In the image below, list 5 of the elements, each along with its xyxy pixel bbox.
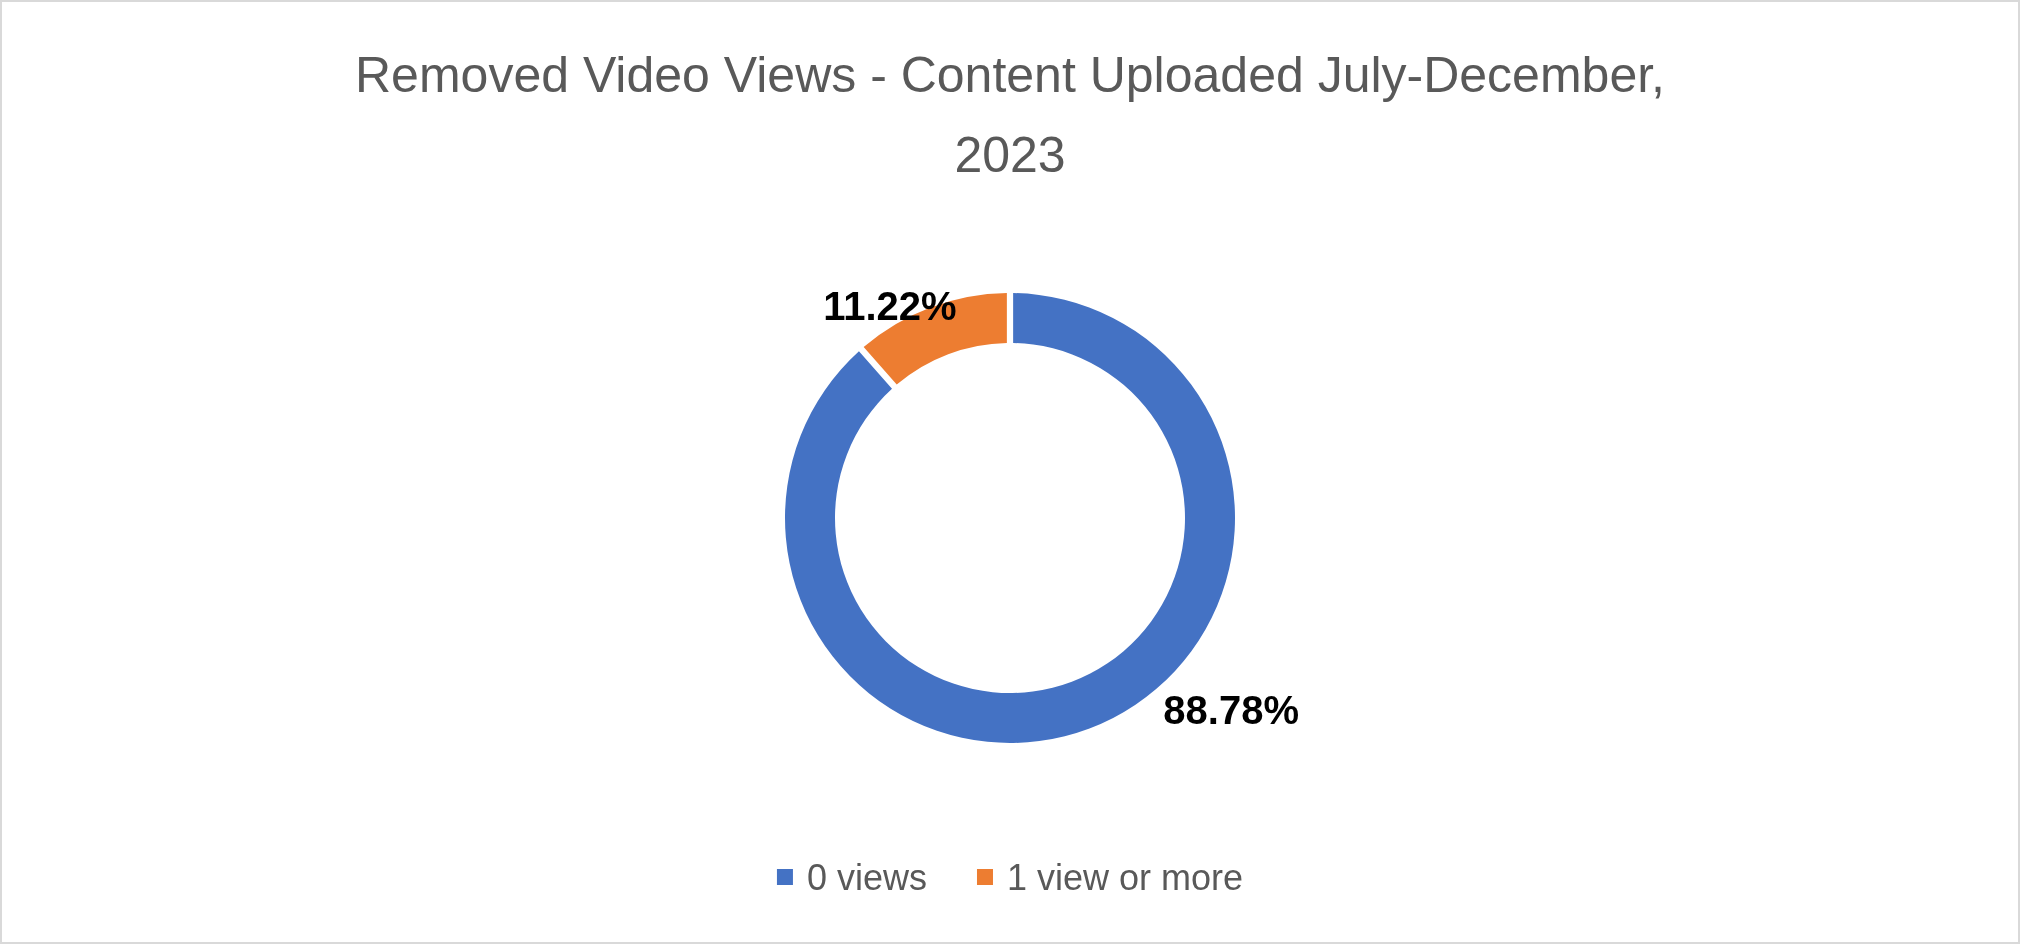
legend-label: 1 view or more — [1006, 856, 1244, 898]
legend-label: 0 views — [806, 856, 927, 898]
data-label: 11.22% — [823, 283, 957, 328]
data-label: 88.78% — [1163, 688, 1299, 733]
chart-title: Removed Video Views - Content Uploaded July-December, 2023 — [355, 47, 1665, 183]
